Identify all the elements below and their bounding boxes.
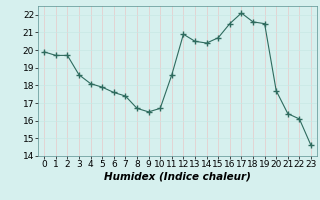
X-axis label: Humidex (Indice chaleur): Humidex (Indice chaleur) [104, 172, 251, 182]
